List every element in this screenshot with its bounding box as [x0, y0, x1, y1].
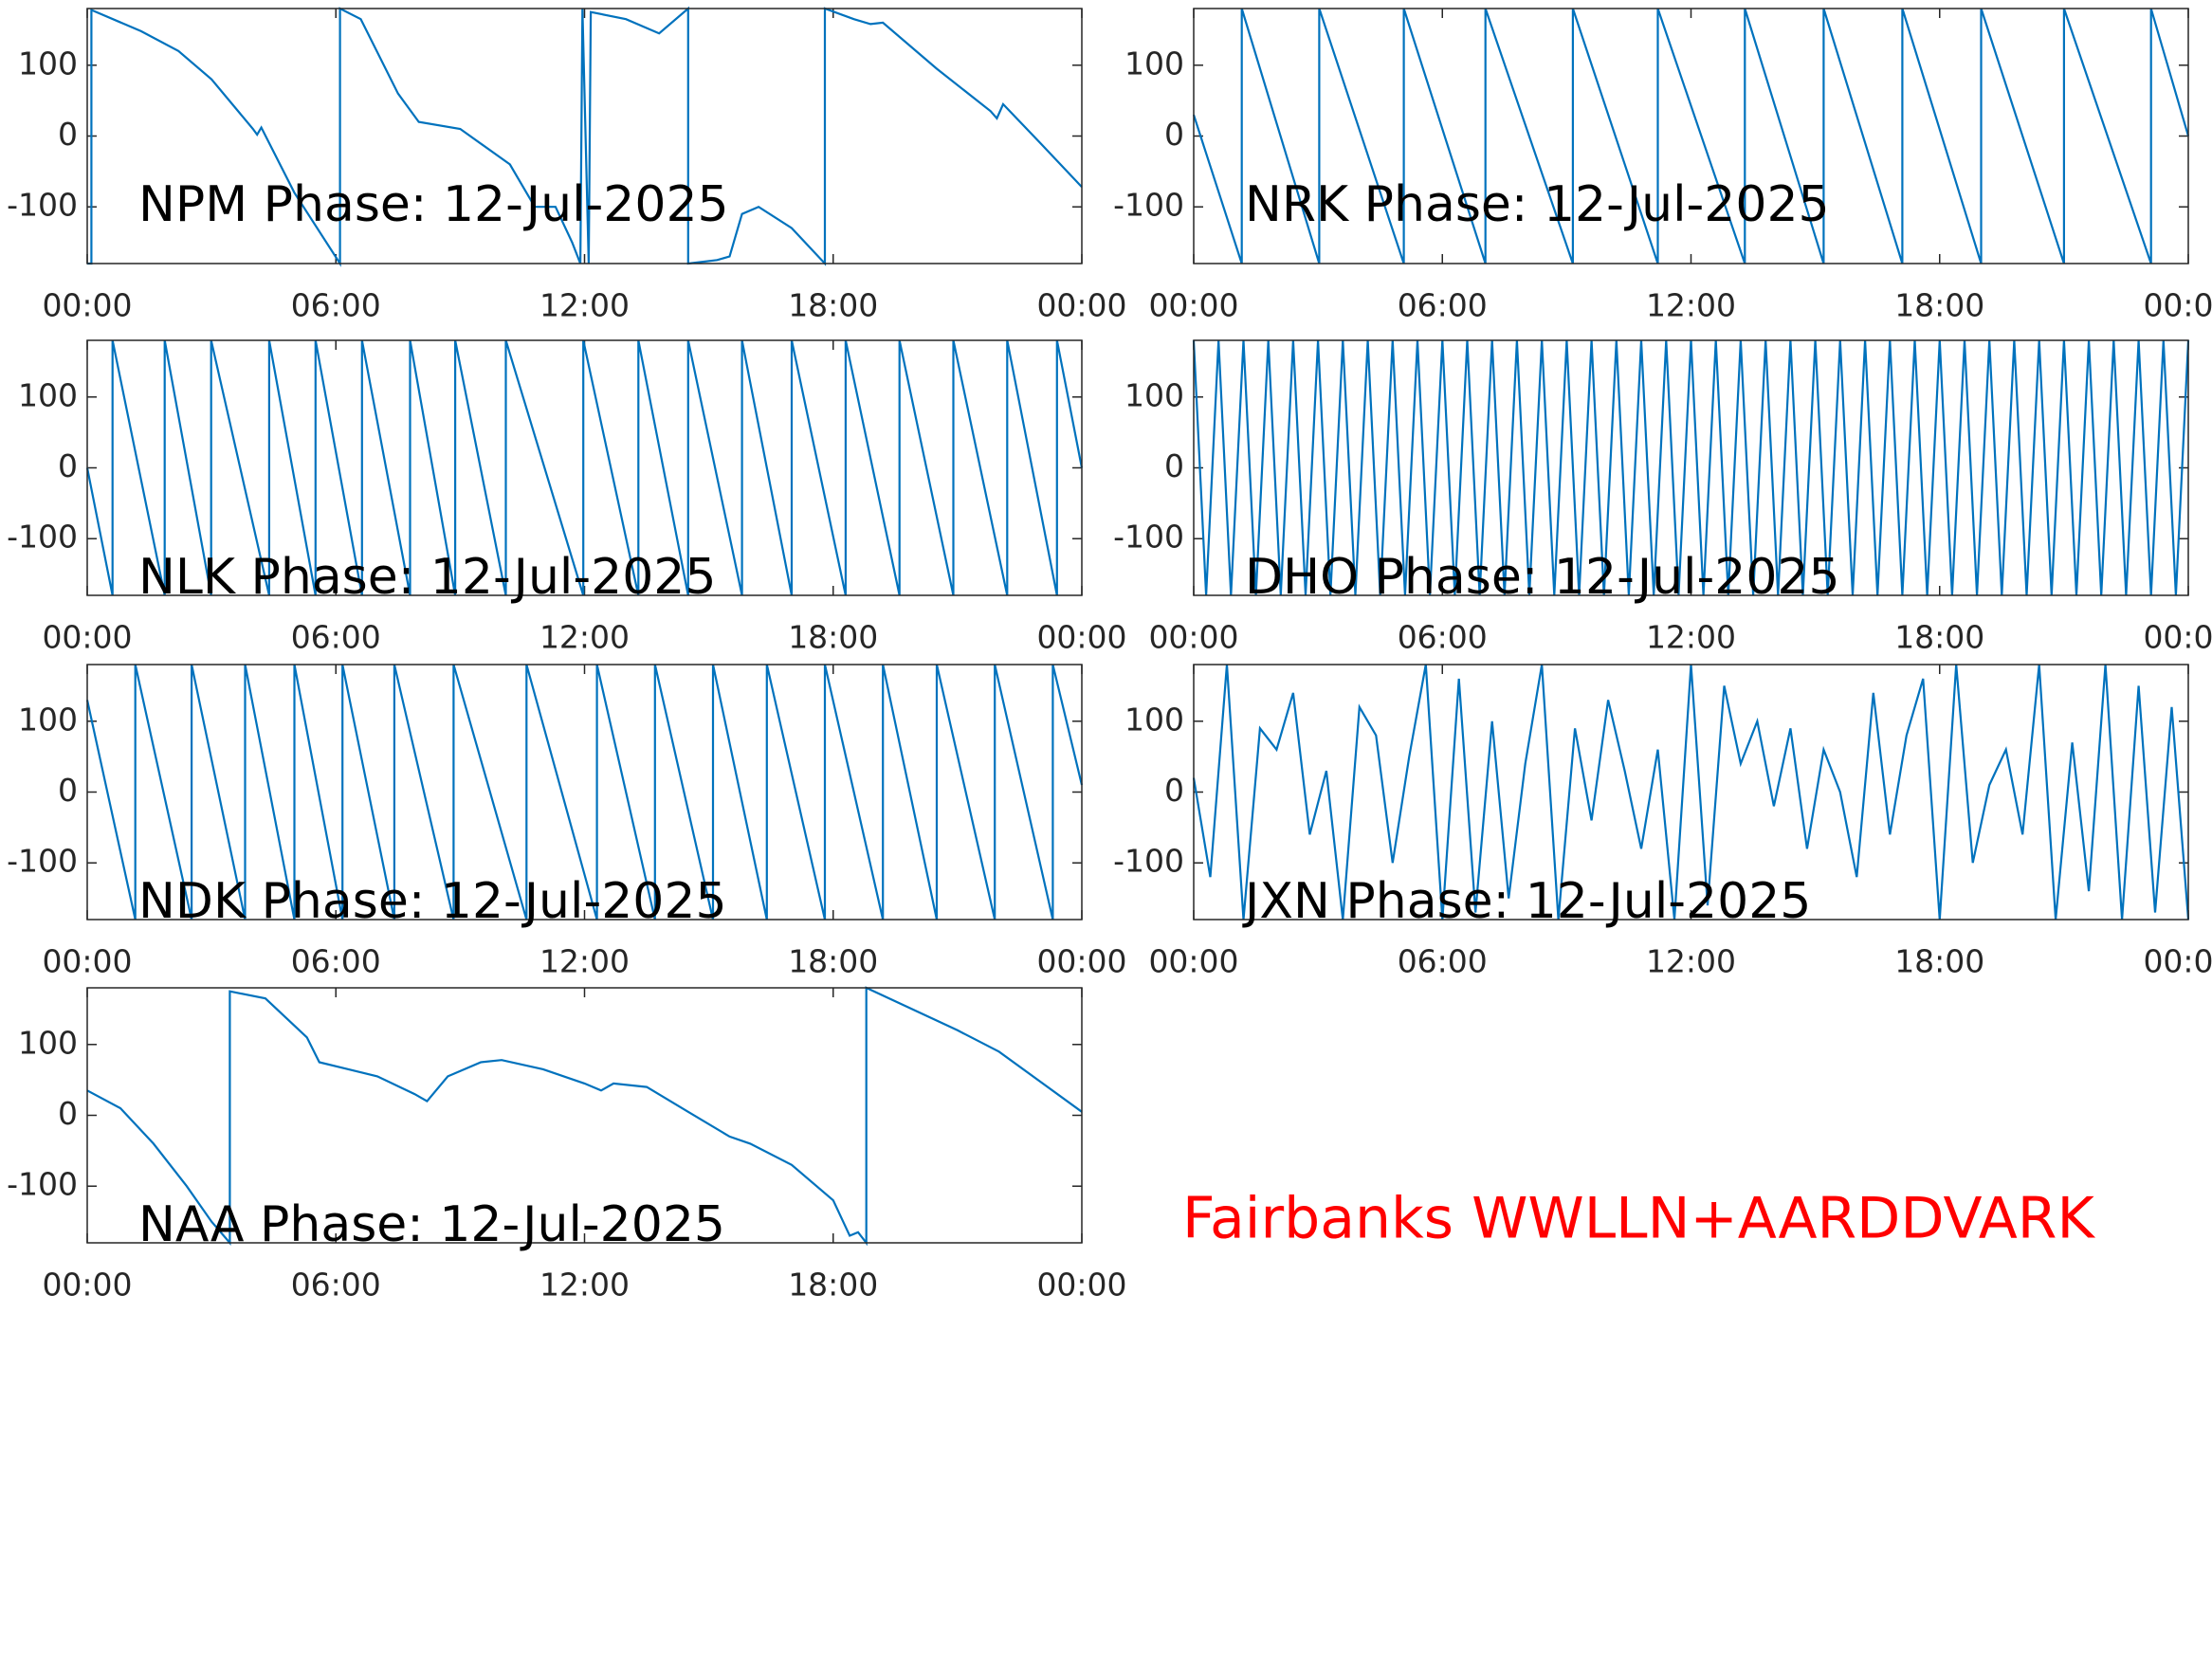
x-tick-label: 00:00 [2143, 943, 2212, 980]
y-tick-label: -100 [1113, 519, 1184, 556]
axes-box [1193, 339, 2189, 596]
axes-box [1193, 664, 2189, 921]
y-tick-label: -100 [7, 187, 78, 224]
x-tick-label: 00:00 [42, 1267, 132, 1304]
plot-area [87, 340, 1082, 595]
axes-box [86, 987, 1083, 1244]
x-tick-label: 12:00 [539, 619, 630, 656]
y-tick-label: 0 [58, 447, 78, 484]
y-tick-label: 100 [1124, 45, 1184, 82]
x-tick-label: 06:00 [291, 1267, 381, 1304]
x-tick-label: 06:00 [291, 943, 381, 980]
x-tick-label: 12:00 [539, 943, 630, 980]
x-tick-label: 12:00 [1646, 943, 1736, 980]
y-tick-label: -100 [1113, 843, 1184, 880]
x-tick-label: 00:00 [1036, 943, 1126, 980]
x-tick-label: 00:00 [2143, 287, 2212, 324]
plot-area [87, 988, 1082, 1243]
phase-line [86, 986, 1083, 1247]
x-tick-label: 00:00 [42, 943, 132, 980]
axes-box [86, 8, 1083, 264]
y-tick-label: -100 [7, 843, 78, 880]
y-tick-label: 0 [1164, 116, 1184, 153]
x-tick-label: 18:00 [1894, 619, 1984, 656]
y-tick-label: -100 [7, 1166, 78, 1203]
x-tick-label: 18:00 [788, 943, 878, 980]
x-tick-label: 12:00 [1646, 619, 1736, 656]
x-tick-label: 00:00 [1148, 619, 1238, 656]
y-tick-label: -100 [1113, 187, 1184, 224]
x-tick-label: 12:00 [539, 287, 630, 324]
x-tick-label: 00:00 [2143, 619, 2212, 656]
panel-title: NPM Phase: 12-Jul-2025 [138, 176, 729, 233]
x-tick-label: 18:00 [788, 287, 878, 324]
x-tick-label: 00:00 [42, 619, 132, 656]
y-tick-label: 100 [18, 376, 78, 413]
y-tick-label: 100 [1124, 376, 1184, 413]
panel-title: JXN Phase: 12-Jul-2025 [1242, 873, 1811, 930]
x-tick-label: 18:00 [1894, 287, 1984, 324]
y-tick-label: 0 [58, 1095, 78, 1132]
y-tick-label: 100 [1124, 701, 1184, 738]
x-tick-label: 06:00 [1398, 619, 1488, 656]
phase-line [85, 339, 1084, 596]
x-tick-label: 00:00 [42, 287, 132, 324]
phase-line [85, 664, 1084, 921]
x-tick-label: 12:00 [539, 1267, 630, 1304]
x-tick-label: 18:00 [1894, 943, 1984, 980]
panel-title: NAA Phase: 12-Jul-2025 [138, 1196, 725, 1253]
x-tick-label: 00:00 [1036, 619, 1126, 656]
y-tick-label: 0 [1164, 447, 1184, 484]
panel-title: NLK Phase: 12-Jul-2025 [138, 549, 716, 606]
panel-title: DHO Phase: 12-Jul-2025 [1245, 549, 1840, 606]
panel-title: NRK Phase: 12-Jul-2025 [1245, 176, 1830, 233]
x-tick-label: 06:00 [1398, 287, 1488, 324]
axes-box [86, 339, 1083, 596]
x-tick-label: 18:00 [788, 619, 878, 656]
axes-box [86, 664, 1083, 921]
y-tick-label: -100 [7, 519, 78, 556]
y-tick-label: 0 [58, 772, 78, 809]
phase-line [87, 6, 1083, 267]
y-tick-label: 0 [58, 116, 78, 153]
panel-title: NDK Phase: 12-Jul-2025 [138, 873, 727, 930]
x-tick-label: 00:00 [1036, 1267, 1126, 1304]
x-tick-label: 00:00 [1036, 287, 1126, 324]
x-tick-label: 18:00 [788, 1267, 878, 1304]
y-tick-label: 100 [18, 45, 78, 82]
phase-line [1192, 8, 2190, 264]
x-tick-label: 00:00 [1148, 287, 1238, 324]
x-tick-label: 06:00 [291, 287, 381, 324]
x-tick-label: 06:00 [1398, 943, 1488, 980]
annotation: Fairbanks WWLLN+AARDDVARK [1182, 1186, 2095, 1252]
x-tick-label: 12:00 [1646, 287, 1736, 324]
y-tick-label: 0 [1164, 772, 1184, 809]
plot-area [1194, 340, 2188, 595]
x-tick-label: 00:00 [1148, 943, 1238, 980]
x-tick-label: 06:00 [291, 619, 381, 656]
axes-box [1193, 8, 2189, 264]
y-tick-label: 100 [18, 701, 78, 738]
y-tick-label: 100 [18, 1024, 78, 1061]
